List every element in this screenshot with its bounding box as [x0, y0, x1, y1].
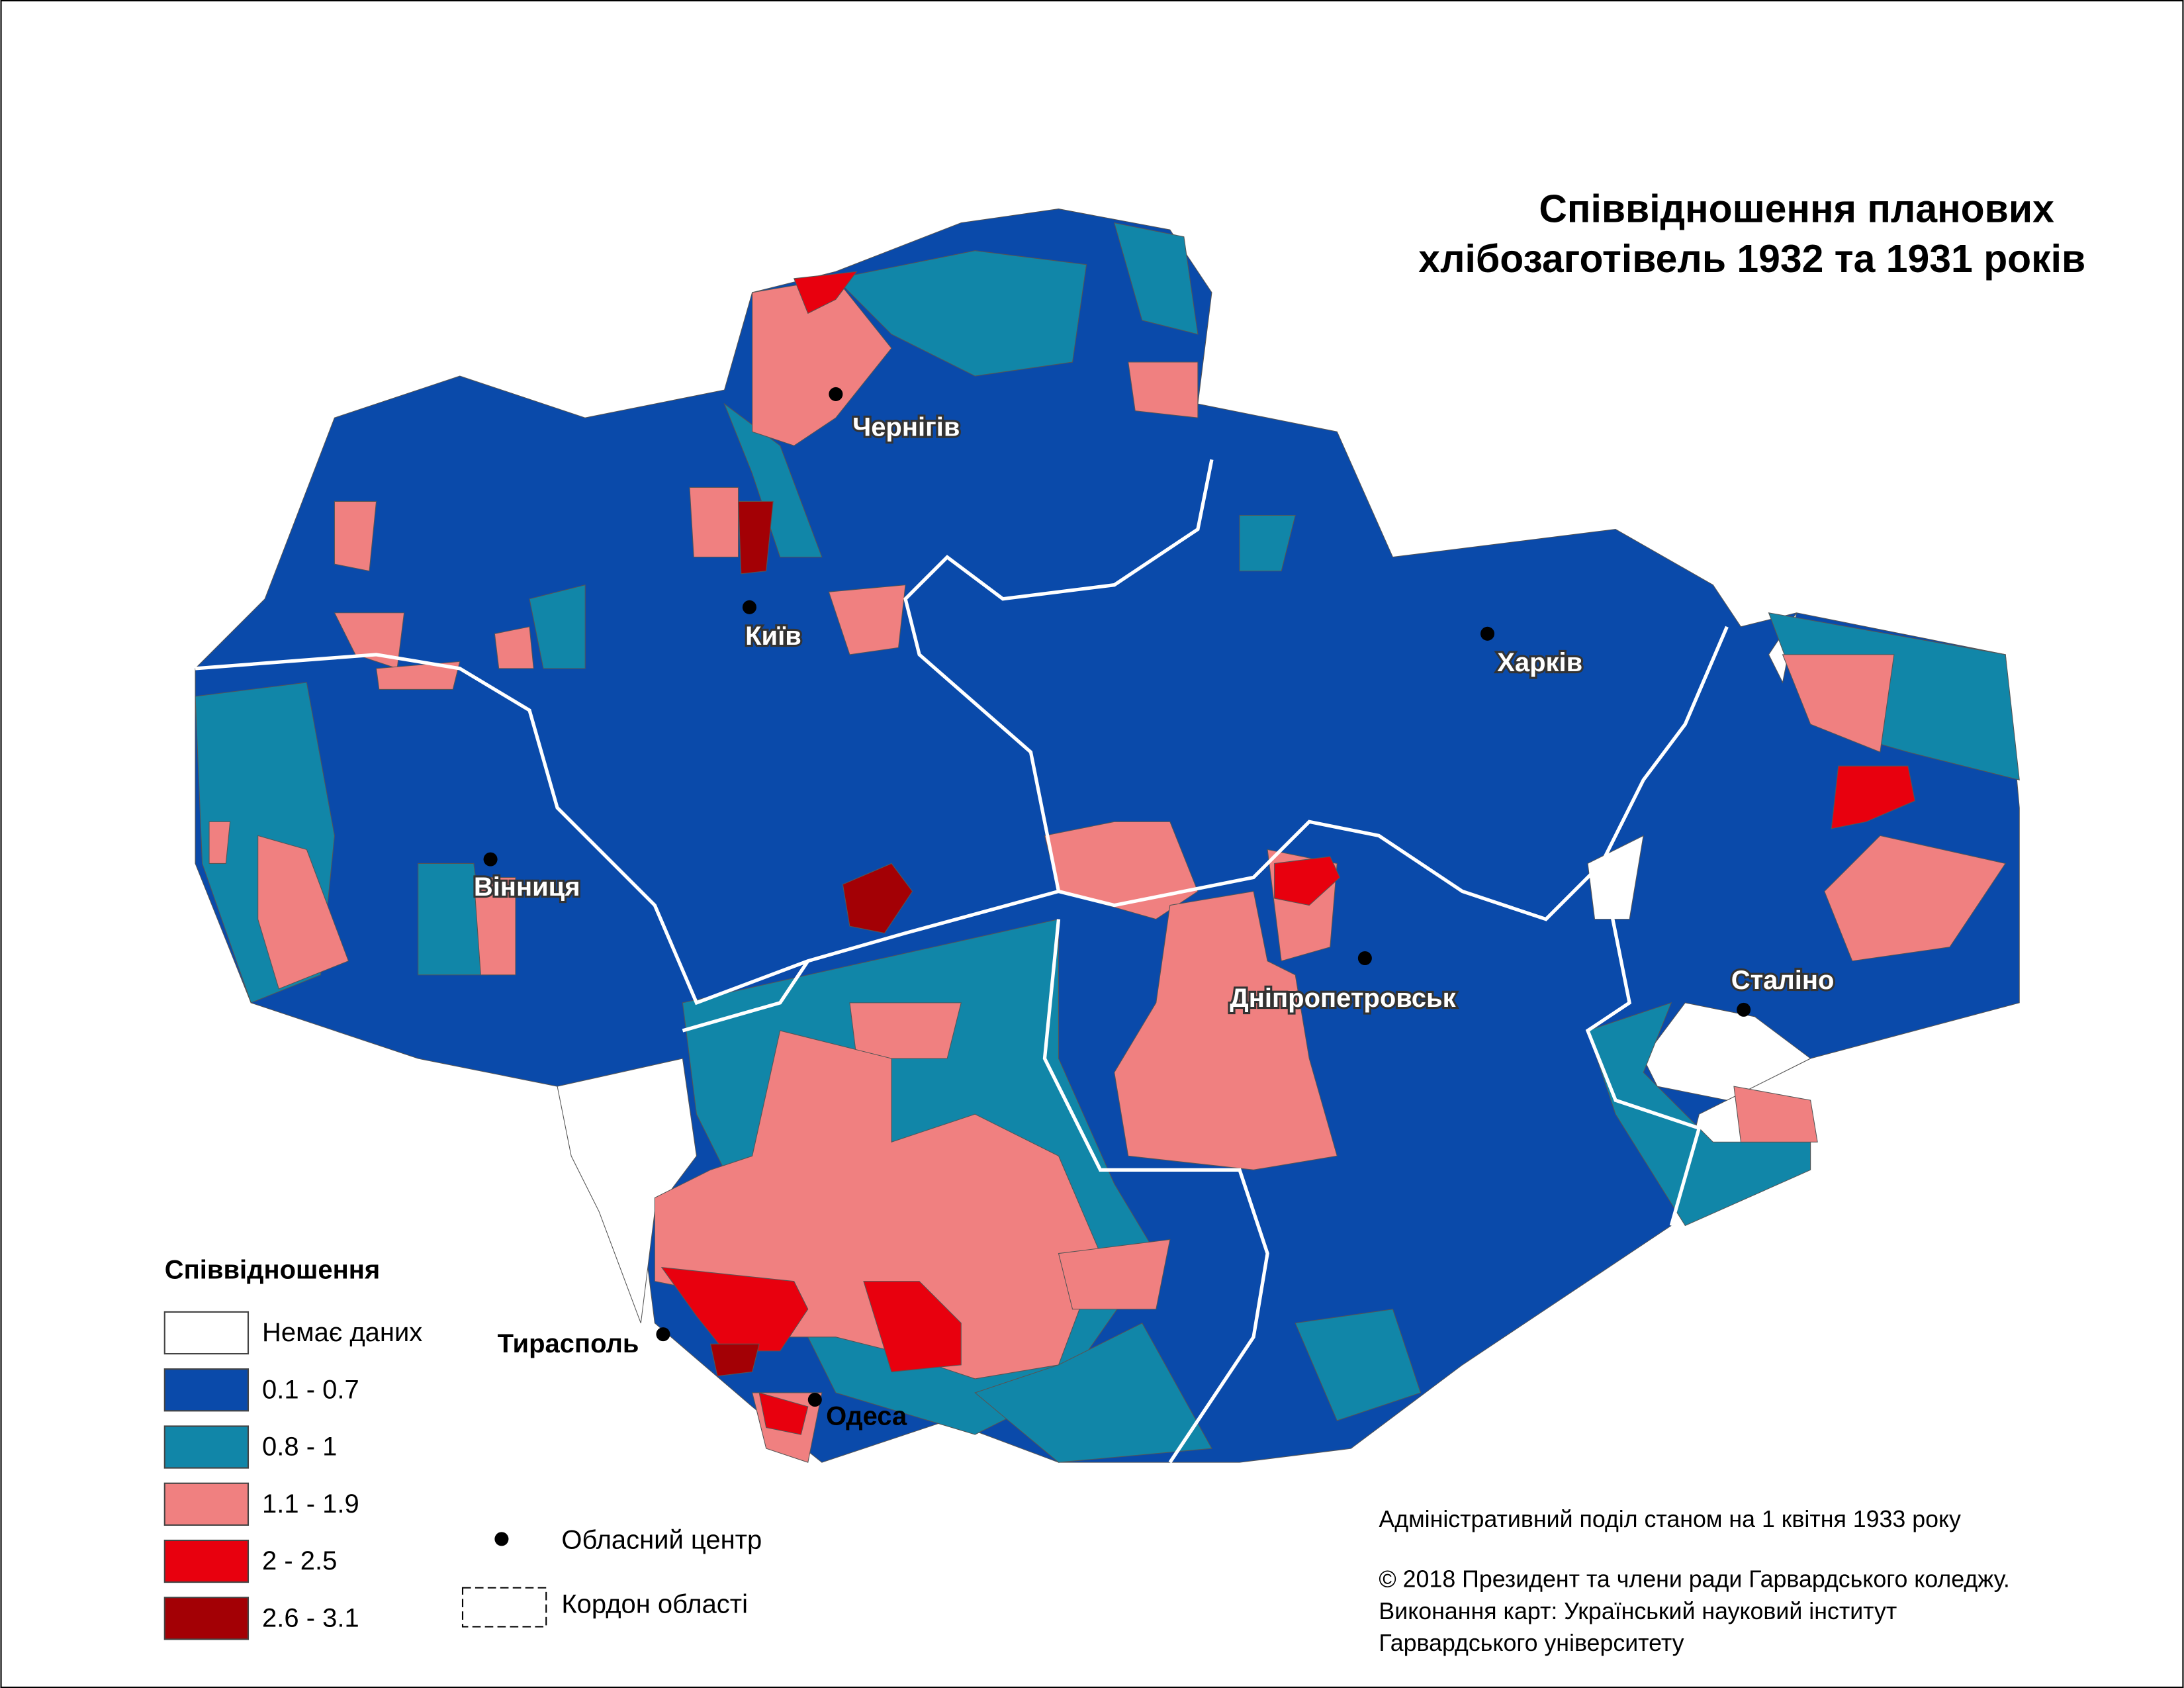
note: Адміністративний поділ станом на 1 квітн… — [1379, 1506, 1961, 1532]
legend-label: 2 - 2.5 — [262, 1546, 337, 1575]
legend-title: Співвідношення — [165, 1255, 380, 1284]
region — [828, 585, 906, 655]
city-dot — [807, 1392, 822, 1407]
legend-label: 2.6 - 3.1 — [262, 1603, 359, 1632]
region — [863, 1281, 962, 1372]
region — [1114, 890, 1338, 1170]
legend-swatch — [163, 1368, 250, 1412]
region — [1239, 514, 1296, 572]
legend-swatch — [163, 1482, 250, 1526]
region — [334, 500, 377, 572]
region — [835, 250, 1087, 377]
regions — [195, 209, 2020, 1463]
region — [557, 1058, 698, 1323]
region — [1058, 1239, 1171, 1310]
title-line: Співвідношення планових — [1539, 187, 2054, 230]
region — [1831, 765, 1916, 829]
city-dot — [656, 1327, 670, 1342]
border-legend-label: Кордон області — [561, 1589, 748, 1618]
point-legend-label: Обласний центр — [561, 1526, 762, 1555]
region — [473, 876, 516, 976]
border — [1585, 863, 1702, 1227]
note: Гарвардського університету — [1379, 1630, 1684, 1656]
region — [723, 402, 823, 558]
city-label: Вінниця — [474, 872, 580, 902]
point-legend-symbol — [494, 1532, 509, 1546]
border — [1042, 919, 1269, 1464]
city-label: Дніпропетровськ — [1230, 984, 1456, 1013]
region — [709, 1343, 760, 1377]
city-label: Харків — [1497, 648, 1582, 677]
region — [1128, 361, 1199, 418]
cities: Чернігів Київ Харків Вінниця Дніпропетровськ… — [472, 387, 1837, 1430]
region — [1587, 835, 1644, 920]
region — [1274, 856, 1341, 906]
city-dot — [1357, 951, 1372, 966]
border — [1058, 626, 1729, 921]
region — [494, 626, 534, 669]
legend-label: Немає даних — [262, 1318, 422, 1347]
region — [1733, 1086, 1818, 1143]
region — [849, 1002, 962, 1059]
city-label: Сталіно — [1731, 966, 1835, 995]
region — [689, 487, 739, 558]
city-dot — [742, 600, 756, 614]
note: Виконання карт: Український науковий інс… — [1379, 1598, 1897, 1624]
title-line: хлібозаготівель 1932 та 1931 років — [1418, 238, 2085, 281]
region — [208, 821, 231, 864]
oblast-borders — [195, 459, 1729, 1464]
city-dot — [1737, 1002, 1751, 1017]
region — [529, 584, 586, 669]
city-label: Тирасполь — [498, 1329, 639, 1358]
note: © 2018 Президент та члени ради Гарвардсь… — [1379, 1566, 2009, 1592]
legend-label: 1.1 - 1.9 — [262, 1489, 359, 1519]
region — [257, 835, 349, 990]
border — [682, 960, 809, 1033]
region — [660, 1266, 809, 1352]
city-dot — [829, 387, 843, 401]
region — [758, 1392, 809, 1435]
legend: Немає даних 0.1 - 0.7 0.8 - 1 1.1 - 1.9 2 - … — [163, 1311, 422, 1640]
border-legend-symbol — [461, 1587, 547, 1628]
city-label: Київ — [745, 622, 801, 651]
region — [794, 271, 858, 314]
legend-swatch — [163, 1425, 250, 1469]
city-label: Одеса — [826, 1401, 907, 1430]
region — [1824, 835, 2007, 962]
city-label: Чернігів — [852, 413, 960, 442]
region — [1113, 222, 1199, 335]
city-dot — [483, 852, 498, 867]
region — [974, 1323, 1212, 1463]
region — [842, 863, 913, 934]
legend-label: 0.1 - 0.7 — [262, 1375, 359, 1404]
legend-swatch — [163, 1539, 250, 1583]
region — [1295, 1309, 1422, 1421]
legend-label: 0.8 - 1 — [262, 1432, 337, 1462]
city-dot — [1480, 626, 1495, 641]
region — [1782, 654, 1895, 753]
region — [738, 500, 774, 575]
legend-swatch — [163, 1311, 250, 1355]
legend-swatch — [163, 1597, 250, 1640]
